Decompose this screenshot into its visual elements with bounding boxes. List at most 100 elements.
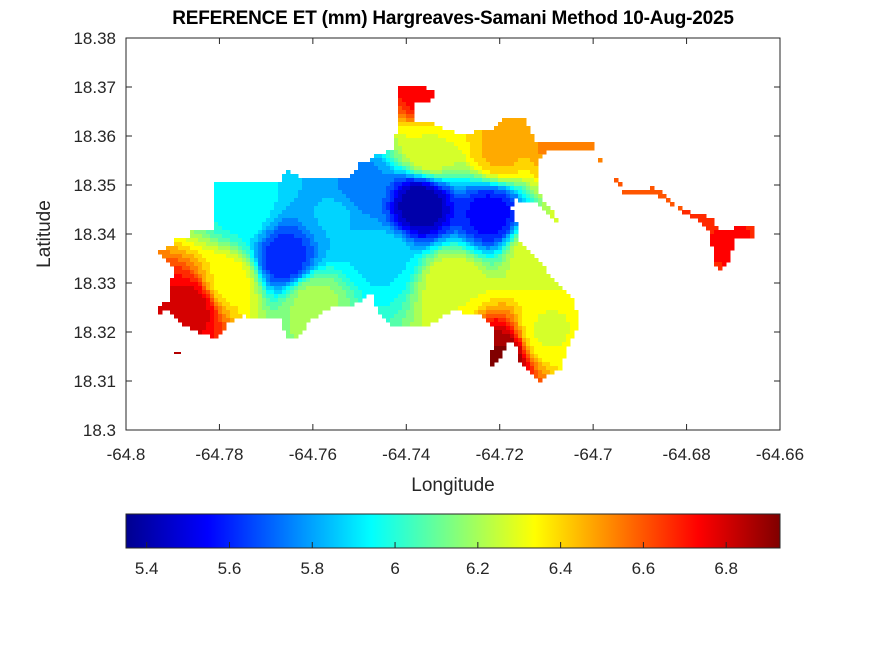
field-cell — [186, 282, 191, 287]
field-cell — [534, 346, 539, 351]
field-cell — [218, 254, 223, 259]
field-cell — [258, 294, 263, 299]
field-cell — [406, 226, 411, 231]
field-cell — [294, 266, 299, 271]
field-cell — [190, 238, 195, 243]
field-cell — [486, 250, 491, 255]
field-cell — [362, 222, 367, 227]
field-cell — [182, 314, 187, 319]
field-cell — [474, 306, 479, 311]
field-cell — [542, 346, 547, 351]
field-cell — [374, 250, 379, 255]
field-cell — [318, 218, 323, 223]
field-cell — [518, 194, 523, 199]
field-cell — [234, 278, 239, 283]
field-cell — [178, 282, 183, 287]
field-cell — [666, 198, 671, 203]
field-cell — [182, 278, 187, 283]
field-cell — [474, 194, 479, 199]
field-cell — [390, 198, 395, 203]
field-cell — [342, 258, 347, 263]
field-cell — [190, 322, 195, 327]
field-cell — [410, 146, 415, 151]
field-cell — [390, 230, 395, 235]
field-cell — [310, 182, 315, 187]
field-cell — [434, 298, 439, 303]
field-cell — [482, 314, 487, 319]
field-cell — [362, 270, 367, 275]
field-cell — [362, 162, 367, 167]
field-cell — [422, 302, 427, 307]
field-cell — [534, 326, 539, 331]
field-cell — [342, 210, 347, 215]
field-cell — [210, 290, 215, 295]
field-cell — [286, 178, 291, 183]
field-cell — [450, 222, 455, 227]
field-cell — [446, 270, 451, 275]
field-cell — [454, 274, 459, 279]
field-cell — [174, 286, 179, 291]
field-cell — [394, 186, 399, 191]
field-cell — [390, 234, 395, 239]
field-cell — [254, 198, 259, 203]
field-cell — [506, 282, 511, 287]
field-cell — [310, 250, 315, 255]
field-cell — [410, 118, 415, 123]
field-cell — [366, 198, 371, 203]
field-cell — [274, 278, 279, 283]
field-cell — [250, 282, 255, 287]
field-cell — [490, 266, 495, 271]
field-cell — [226, 190, 231, 195]
field-cell — [258, 186, 263, 191]
field-cell — [454, 146, 459, 151]
field-cell — [382, 190, 387, 195]
field-cell — [514, 290, 519, 295]
field-cell — [350, 298, 355, 303]
field-cell — [306, 282, 311, 287]
field-cell — [414, 266, 419, 271]
field-cell — [478, 258, 483, 263]
field-cell — [426, 234, 431, 239]
field-cell — [242, 266, 247, 271]
field-cell — [526, 250, 531, 255]
field-cell — [494, 286, 499, 291]
field-cell — [466, 306, 471, 311]
field-cell — [526, 362, 531, 367]
field-cell — [522, 282, 527, 287]
field-cell — [490, 238, 495, 243]
field-cell — [174, 290, 179, 295]
field-cell — [182, 322, 187, 327]
field-cell — [482, 170, 487, 175]
field-cell — [526, 170, 531, 175]
field-cell — [262, 250, 267, 255]
field-cell — [410, 86, 415, 91]
field-cell — [422, 254, 427, 259]
field-cell — [482, 302, 487, 307]
field-cell — [442, 310, 447, 315]
field-cell — [534, 310, 539, 315]
field-cell — [198, 330, 203, 335]
field-cell — [246, 298, 251, 303]
field-cell — [314, 262, 319, 267]
field-cell — [630, 190, 635, 195]
field-cell — [330, 226, 335, 231]
field-cell — [214, 254, 219, 259]
field-cell — [190, 250, 195, 255]
field-cell — [514, 166, 519, 171]
field-cell — [310, 294, 315, 299]
field-cell — [222, 238, 227, 243]
field-cell — [234, 198, 239, 203]
field-cell — [246, 258, 251, 263]
field-cell — [418, 86, 423, 91]
field-cell — [318, 178, 323, 183]
field-cell — [186, 306, 191, 311]
field-cell — [294, 262, 299, 267]
field-cell — [234, 294, 239, 299]
field-cell — [342, 270, 347, 275]
field-cell — [234, 246, 239, 251]
field-cell — [482, 142, 487, 147]
field-cell — [518, 122, 523, 127]
field-cell — [290, 314, 295, 319]
field-cell — [406, 218, 411, 223]
field-cell — [414, 194, 419, 199]
